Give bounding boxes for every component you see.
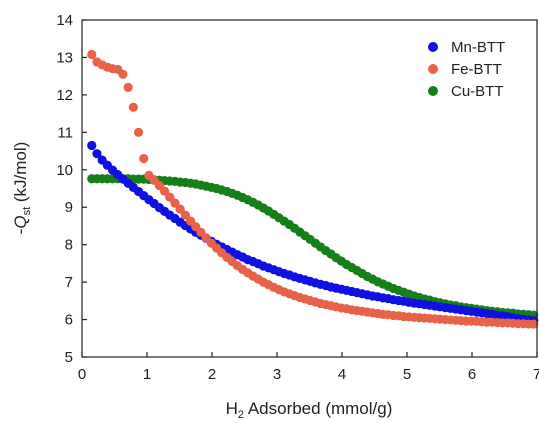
x-tick-label: 5 [403, 366, 411, 383]
data-point [123, 82, 133, 92]
x-tick-label: 4 [338, 366, 346, 383]
data-point [175, 204, 185, 214]
y-tick-label: 10 [56, 162, 73, 179]
y-axis: 5 6 7 8 9 10 11 12 13 14 [56, 12, 87, 366]
y-tick-label: 12 [56, 87, 73, 104]
data-point [87, 49, 97, 60]
x-tick-label: 3 [273, 366, 281, 383]
series-fe-btt [87, 49, 539, 329]
legend-marker [428, 64, 438, 74]
legend-label: Cu-BTT [451, 83, 504, 100]
legend-label: Fe-BTT [451, 61, 502, 78]
y-tick-label: 6 [65, 312, 73, 329]
y-tick-label: 11 [57, 124, 73, 141]
data-point [133, 127, 144, 137]
data-point [92, 149, 102, 159]
data-point [529, 319, 539, 329]
x-axis-title: H2 Adsorbed (mmol/g) [226, 399, 393, 421]
data-point [118, 69, 128, 79]
data-point [139, 153, 149, 164]
data-point [87, 140, 97, 151]
data-point [159, 186, 170, 196]
plot-frame [81, 19, 538, 358]
series-mn-btt [87, 140, 539, 326]
y-tick-label: 14 [56, 12, 73, 29]
data-point [165, 192, 175, 202]
data-points [87, 49, 539, 329]
y-axis-title: -Qst (kJ/mol) [11, 142, 33, 235]
x-tick-label: 2 [208, 366, 216, 383]
legend-marker [428, 42, 438, 52]
legend-marker [428, 86, 438, 96]
x-axis: 0 1 2 3 4 5 6 7 [78, 352, 539, 383]
legend: Mn-BTT Fe-BTT Cu-BTT [428, 39, 505, 100]
y-tick-label: 9 [65, 199, 73, 216]
x-tick-label: 6 [468, 366, 476, 383]
x-tick-label: 0 [78, 366, 86, 383]
x-tick-label: 1 [143, 366, 151, 383]
x-tick-label: 7 [533, 366, 539, 383]
data-point [128, 102, 138, 112]
y-tick-label: 8 [65, 237, 73, 254]
y-tick-label: 7 [65, 274, 73, 291]
data-point [180, 210, 190, 220]
data-point [170, 198, 180, 208]
y-tick-label: 5 [65, 349, 73, 366]
legend-label: Mn-BTT [451, 39, 505, 56]
y-tick-label: 13 [56, 49, 73, 66]
